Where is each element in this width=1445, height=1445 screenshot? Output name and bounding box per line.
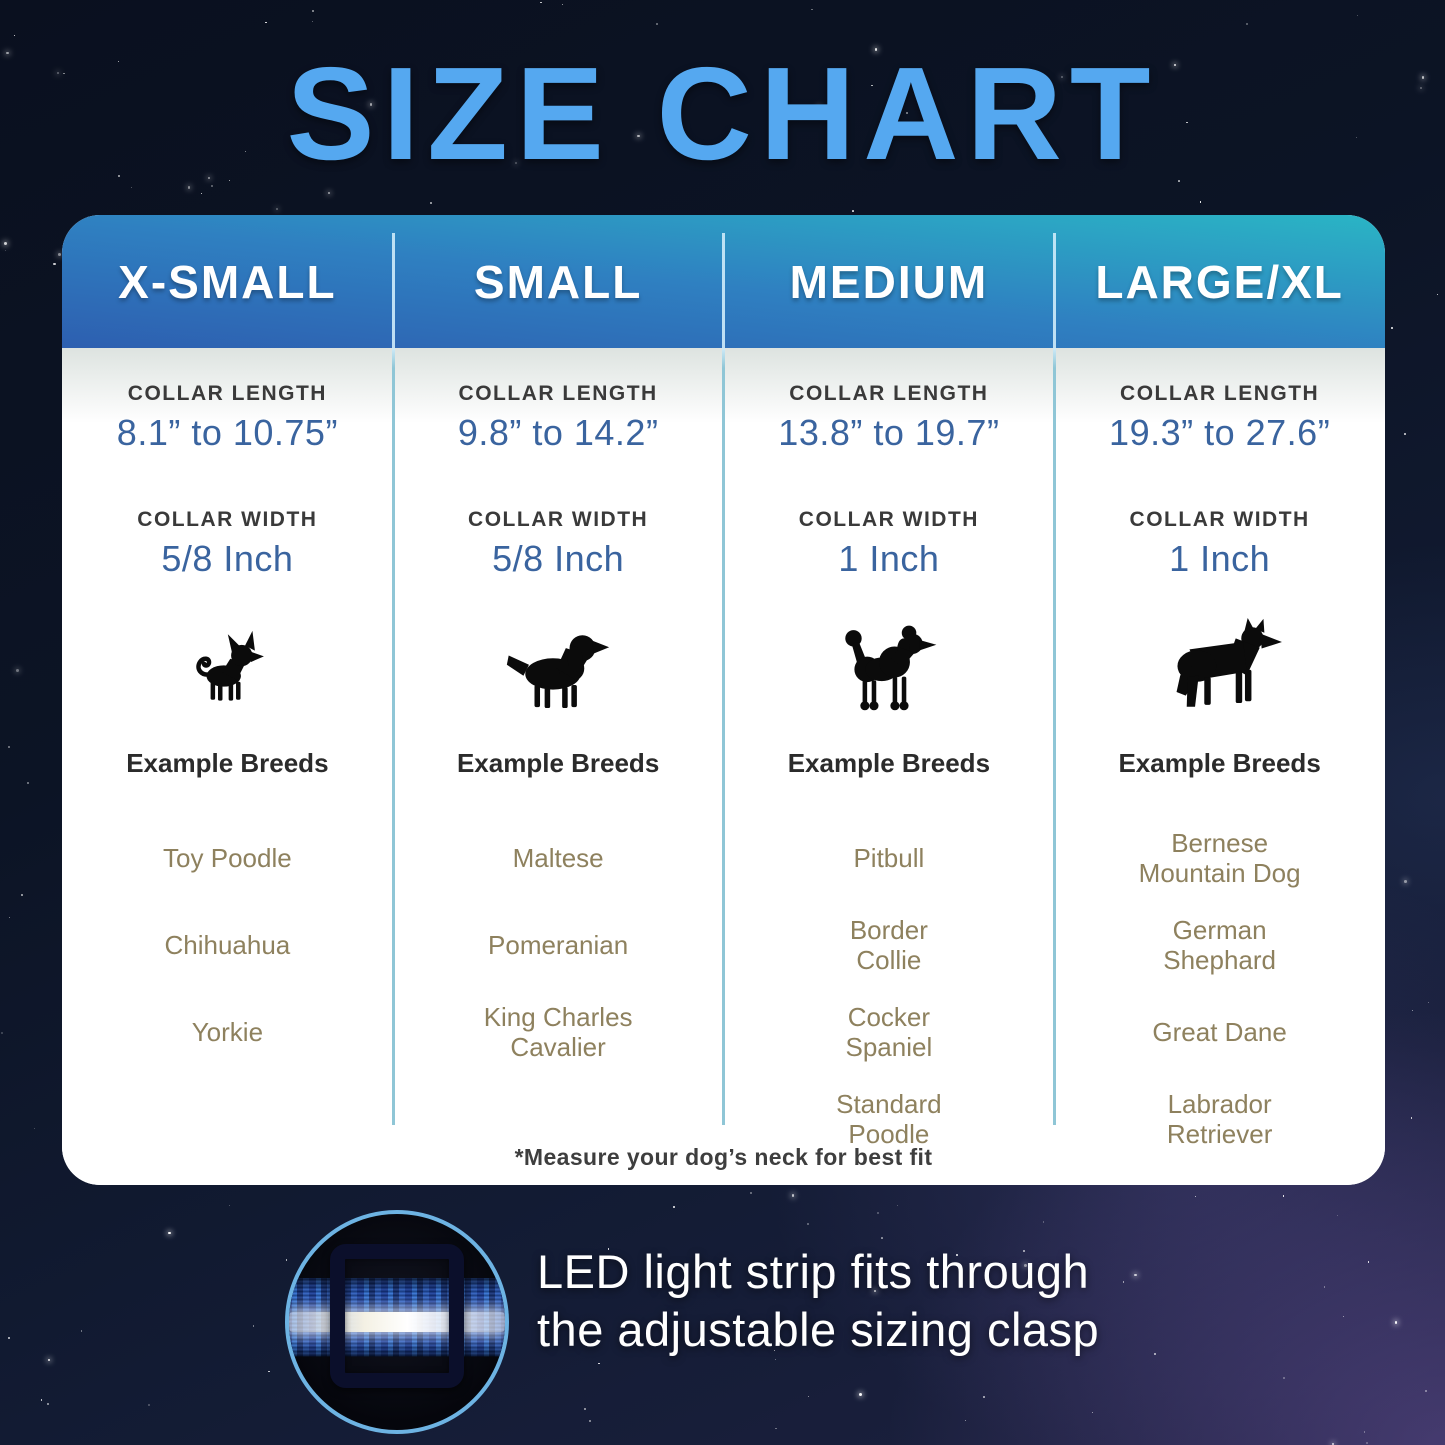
breed-item: Great Dane [1152,1016,1287,1047]
dog-icon-box [1156,586,1284,748]
example-breeds-label: Example Breeds [1118,748,1321,778]
breed-item: German Shephard [1163,914,1276,975]
breeds-list: Toy Poodle Chihuahua Yorkie [163,815,292,1076]
breed-item: Pitbull [853,842,925,873]
sizing-clasp [330,1243,464,1388]
breed-item: Yorkie [191,1016,264,1047]
size-column-small: COLLAR LENGTH 9.8” to 14.2” COLLAR WIDTH… [393,348,724,1185]
column-divider [392,233,395,1125]
dog-icon-box [505,586,611,748]
measure-footnote: *Measure your dog’s neck for best fit [514,1144,933,1170]
breed-item: King Charles Cavalier [483,1001,633,1062]
breeds-list: Pitbull Border Collie Cocker Spaniel Sta… [836,815,942,1163]
breeds-list: Bernese Mountain Dog German Shephard Gre… [1139,815,1301,1163]
size-header-largexl: LARGE/XL [1095,255,1344,308]
breed-item: Cocker Spaniel [845,1001,933,1062]
size-column-xsmall: COLLAR LENGTH 8.1” to 10.75” COLLAR WIDT… [62,348,393,1185]
collar-length-label: COLLAR LENGTH [1120,382,1320,405]
breed-item: Bernese Mountain Dog [1138,827,1301,888]
breed-item: Labrador Retriever [1166,1088,1273,1149]
example-breeds-label: Example Breeds [126,748,329,778]
collar-width-label: COLLAR WIDTH [1129,508,1310,531]
breed-item: Standard Poodle [836,1088,942,1149]
page-title: SIZE CHART [286,40,1159,187]
collar-length-value: 13.8” to 19.7” [778,412,1000,453]
collar-width-value: 5/8 Inch [492,538,625,579]
collar-length-label: COLLAR LENGTH [127,382,327,405]
collar-length-label: COLLAR LENGTH [789,382,989,405]
collar-length-value: 9.8” to 14.2” [457,412,659,453]
size-header-xsmall: X-SMALL [118,255,337,308]
collar-length-value: 8.1” to 10.75” [116,412,338,453]
german-shepherd-icon [1176,618,1282,707]
collar-width-value: 1 Inch [1169,538,1271,579]
led-callout-line1: LED light strip fits through [537,1245,1090,1298]
breeds-list: Maltese Pomeranian King Charles Cavalier [484,815,633,1076]
size-chart-card: X-SMALL SMALL MEDIUM LARGE/XL COLLAR LEN… [62,215,1385,1185]
collar-length-value: 19.3” to 27.6” [1109,412,1331,453]
collar-width-value: 5/8 Inch [161,538,294,579]
example-breeds-label: Example Breeds [456,748,660,778]
size-header-medium: MEDIUM [789,255,989,308]
collar-width-label: COLLAR WIDTH [468,508,649,531]
led-callout-text: LED light strip fits through the adjusta… [537,1243,1099,1359]
collar-clasp-photo [285,1210,509,1434]
breed-item: Border Collie [849,914,928,975]
size-column-medium: COLLAR LENGTH 13.8” to 19.7” COLLAR WIDT… [724,348,1055,1185]
chihuahua-icon [196,630,265,701]
poodle-icon [845,625,937,710]
breed-item: Maltese [512,842,604,873]
collar-width-value: 1 Inch [838,538,940,579]
column-divider [722,233,725,1125]
column-divider [1053,233,1056,1125]
breed-item: Toy Poodle [163,842,292,873]
breed-item: Pomeranian [488,929,629,960]
size-column-largexl: COLLAR LENGTH 19.3” to 27.6” COLLAR WIDT… [1054,348,1385,1185]
example-breeds-label: Example Breeds [787,748,991,778]
size-header-small: SMALL [473,255,643,308]
cavalier-spaniel-icon [506,634,610,708]
led-callout-line2: the adjustable sizing clasp [537,1303,1100,1356]
collar-length-label: COLLAR LENGTH [458,382,658,405]
collar-width-label: COLLAR WIDTH [798,508,979,531]
breed-item: Chihuahua [164,929,291,960]
collar-width-label: COLLAR WIDTH [137,508,318,531]
dog-icon-box [838,586,940,748]
dog-icon-box [186,586,268,748]
